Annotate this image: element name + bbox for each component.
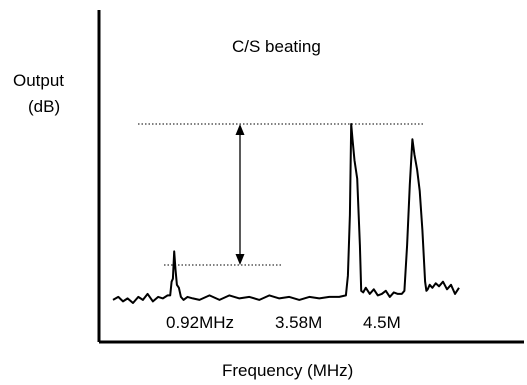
- peak-label-0.92mhz: 0.92MHz: [166, 313, 234, 332]
- peak-label-3.58m: 3.58M: [275, 313, 322, 332]
- peak-label-4.5m: 4.5M: [363, 313, 401, 332]
- difference-arrow-head-bottom: [235, 254, 245, 265]
- spectrum-trace: [112, 123, 460, 304]
- chart-title: C/S beating: [232, 37, 321, 56]
- y-axis-label-line2: (dB): [28, 97, 60, 116]
- x-axis-label: Frequency (MHz): [222, 361, 353, 380]
- y-axis-label-line1: Output: [13, 71, 64, 90]
- difference-arrow-head-top: [235, 124, 245, 135]
